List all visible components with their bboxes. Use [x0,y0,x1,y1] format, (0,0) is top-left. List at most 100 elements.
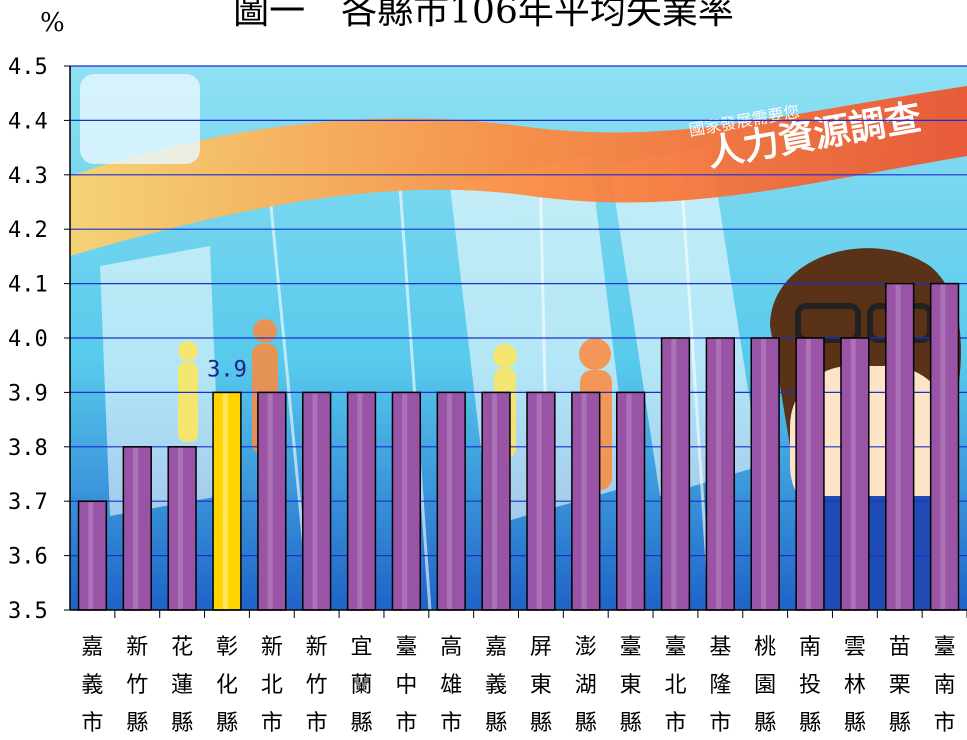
bar-shine [761,339,767,609]
gridlines [70,65,967,557]
x-category-char: 嘉 [485,635,507,660]
x-category-char: 縣 [575,711,597,736]
x-category-char: 園 [754,673,776,698]
x-category-char: 嘉 [81,635,103,660]
bar-shine [895,284,901,609]
x-category-char: 市 [934,711,956,736]
bar-shine [491,393,497,609]
y-tick-label: 3.6 [8,545,48,570]
x-category-char: 彰 [216,635,238,660]
x-category-char: 蓮 [171,673,193,698]
x-category-char: 南 [934,673,956,698]
x-category-char: 桃 [754,635,776,660]
x-category-char: 縣 [620,711,642,736]
bar-shine [402,393,408,609]
bar-shine [357,393,363,609]
bar [122,446,152,611]
bar-shine [447,393,453,609]
x-category-char: 澎 [575,635,597,660]
x-category-char: 投 [799,673,821,698]
y-tick-label: 3.7 [8,490,48,515]
x-category-char: 東 [530,673,552,698]
x-category-char: 宜 [351,635,373,660]
x-category-char: 雄 [440,673,462,698]
bar-shine [88,502,94,609]
chart-title: 圖一 各縣市106年平均失業率 [233,0,734,32]
axes [69,66,967,618]
x-category-char: 縣 [889,711,911,736]
x-category-char: 市 [81,711,103,736]
x-category-char: 臺 [620,635,642,660]
bar [257,391,287,611]
x-category-char: 化 [216,673,238,698]
bar-shine [267,393,273,609]
bar [660,337,691,611]
x-category-char: 市 [664,711,686,736]
x-category-char: 縣 [530,711,552,736]
y-tick-label: 4.3 [8,164,48,189]
x-category-char: 中 [395,673,417,698]
x-category-labels: 嘉義市 新竹縣 花蓮縣 彰化縣 新北市 新竹市 宜蘭縣 臺中市 高雄市 嘉義縣 屏東縣 澎湖縣 臺東縣 臺… [81,635,955,736]
x-category-char: 高 [440,635,462,660]
x-category-char: 縣 [754,711,776,736]
x-category-char: 花 [171,635,193,660]
bar-shine [312,393,318,609]
bar-shine [671,339,677,609]
x-category-char: 市 [440,711,462,736]
y-unit-label: % [40,8,65,38]
x-category-char: 縣 [351,711,373,736]
x-category-char: 新 [306,635,328,660]
x-category-char: 南 [799,635,821,660]
bar [302,391,332,611]
x-category-char: 湖 [575,673,597,698]
x-category-char: 縣 [799,711,821,736]
data-labels: 3.9 [207,357,247,382]
x-category-char: 臺 [934,635,956,660]
x-category-char: 市 [709,711,731,736]
bar-shine [581,393,587,609]
x-category-char: 北 [261,673,283,698]
bar [481,391,511,611]
y-tick-labels: 3.5 3.6 3.7 3.8 3.9 4.0 4.1 4.2 4.3 4.4 4.5 [8,55,70,624]
bar-shine [716,339,722,609]
x-category-char: 縣 [216,711,238,736]
bar-shine [850,339,856,609]
y-tick-label: 3.5 [8,599,48,624]
y-tick-label: 4.2 [8,218,48,243]
x-category-char: 市 [306,711,328,736]
bar-shine [626,393,632,609]
y-tick-label: 3.9 [8,381,48,406]
bar-shine [940,284,946,609]
x-category-char: 基 [709,635,731,660]
bar-shine [133,447,139,609]
x-category-char: 栗 [889,673,911,698]
x-category-char: 屏 [530,635,552,660]
x-category-char: 縣 [485,711,507,736]
x-category-char: 縣 [171,711,193,736]
data-label: 3.9 [207,357,247,382]
x-category-char: 義 [485,673,507,698]
bar-shine [805,339,811,609]
bar-shine [536,393,542,609]
x-category-char: 林 [844,673,866,698]
x-category-char: 義 [81,673,103,698]
x-category-char: 市 [395,711,417,736]
x-category-char: 竹 [306,673,328,698]
bar [391,391,422,611]
bar [750,337,780,611]
x-category-char: 苗 [889,635,911,660]
x-category-char: 臺 [664,635,686,660]
x-category-char: 新 [261,635,283,660]
x-category-char: 新 [126,635,148,660]
x-category-char: 縣 [126,711,148,736]
y-tick-label: 4.5 [8,55,48,80]
x-category-char: 市 [261,711,283,736]
y-tick-label: 4.1 [8,273,48,298]
y-tick-label: 4.4 [8,109,48,134]
bar-shine [222,393,228,609]
bar-shine [177,447,183,609]
x-category-char: 隆 [709,673,731,698]
x-category-char: 縣 [844,711,866,736]
bar [346,391,377,611]
